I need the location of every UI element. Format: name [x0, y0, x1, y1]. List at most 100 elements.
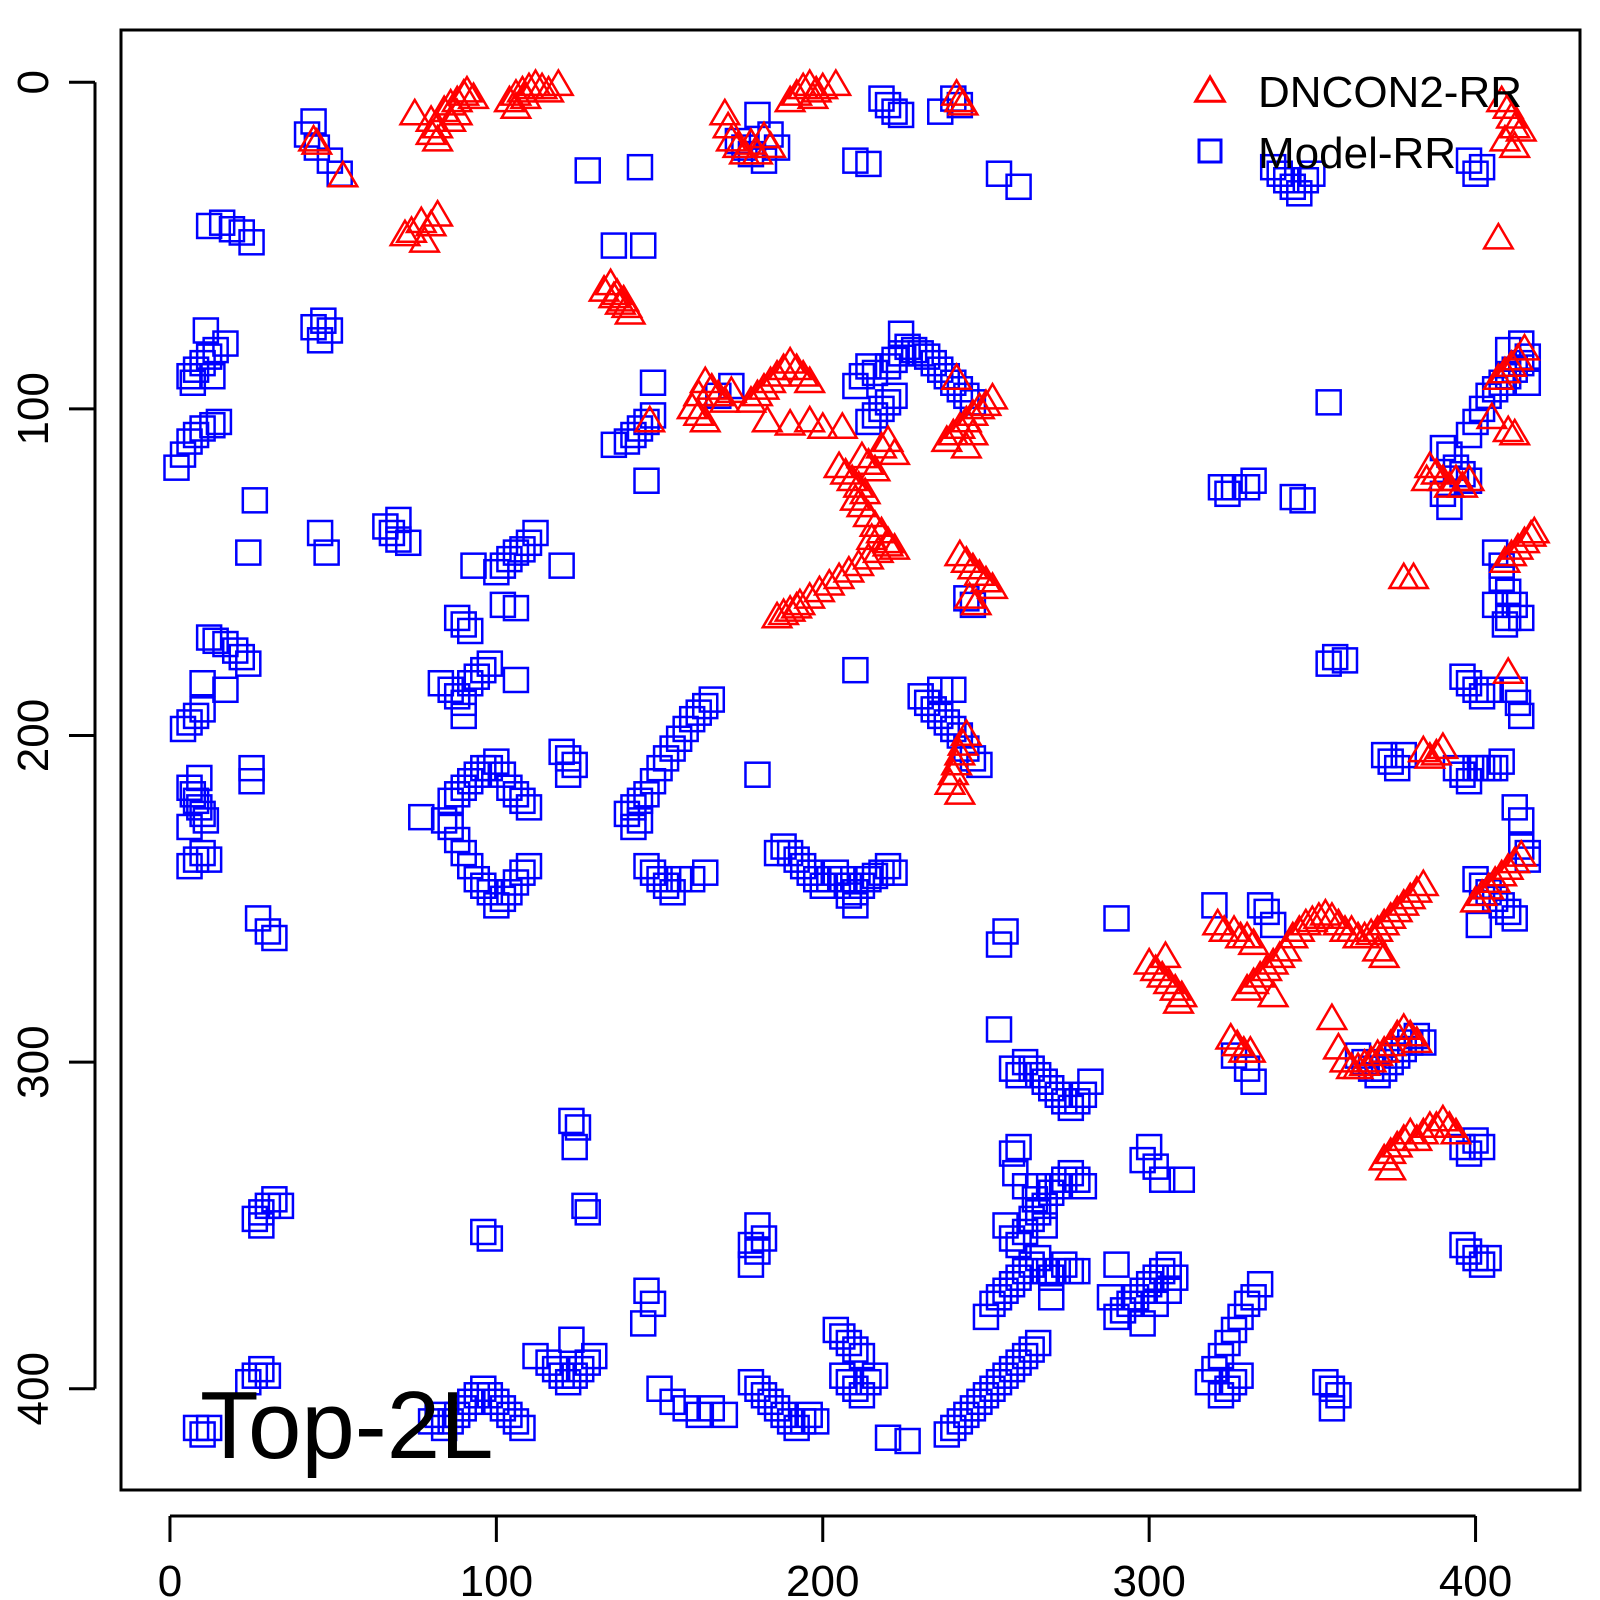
point-model-rr [202, 627, 229, 655]
point-dncon2-rr [1152, 966, 1186, 995]
point-model-rr [515, 794, 543, 821]
point-model-rr [1279, 483, 1307, 511]
point-model-rr [238, 229, 265, 256]
point-dncon2-rr [1322, 907, 1355, 936]
point-model-rr [1488, 748, 1515, 775]
points-layer [163, 68, 1551, 1455]
point-model-rr [195, 1414, 223, 1442]
point-model-rr [238, 767, 265, 795]
point-model-rr [1321, 643, 1349, 671]
point-dncon2-rr [1426, 731, 1460, 760]
point-dncon2-rr [395, 215, 428, 244]
point-dncon2-rr [1495, 100, 1528, 129]
point-model-rr [554, 745, 582, 772]
point-model-rr [842, 892, 869, 919]
x-tick-label: 0 [158, 1557, 182, 1600]
point-model-rr [802, 1408, 830, 1435]
point-dncon2-rr [1498, 417, 1532, 446]
point-model-rr [626, 153, 654, 181]
point-dncon2-rr [613, 296, 647, 325]
point-model-rr [874, 389, 902, 416]
point-dncon2-rr [946, 727, 980, 756]
point-model-rr [192, 317, 220, 344]
point-model-rr [574, 157, 601, 184]
point-dncon2-rr [940, 747, 974, 776]
point-dncon2-rr [1233, 1034, 1267, 1063]
point-model-rr [881, 382, 908, 410]
point-model-rr [581, 1342, 608, 1370]
point-dncon2-rr [682, 397, 716, 426]
point-model-rr [241, 487, 269, 514]
point-dncon2-rr [1361, 933, 1395, 962]
point-dncon2-rr [1367, 940, 1401, 969]
point-model-rr [1214, 480, 1241, 508]
point-dncon2-rr [434, 103, 468, 133]
point-dncon2-rr [858, 453, 892, 482]
point-dncon2-rr [688, 365, 722, 394]
point-model-rr [571, 1192, 598, 1220]
point-dncon2-rr [956, 397, 990, 426]
point-dncon2-rr [956, 417, 990, 446]
point-dncon2-rr [326, 159, 360, 188]
point-model-rr [1465, 911, 1493, 939]
point-model-rr [626, 807, 654, 834]
point-model-rr [1481, 754, 1509, 782]
point-dncon2-rr [1491, 90, 1525, 119]
point-dncon2-rr [741, 136, 774, 165]
point-model-rr [574, 1349, 601, 1376]
point-model-rr [558, 1326, 585, 1354]
point-dncon2-rr [1400, 1025, 1434, 1054]
point-dncon2-rr [1481, 221, 1515, 250]
point-dncon2-rr [780, 352, 814, 381]
point-dncon2-rr [701, 378, 735, 407]
point-model-rr [1233, 474, 1261, 501]
point-model-rr [1240, 1068, 1267, 1095]
point-model-rr [515, 529, 543, 557]
point-dncon2-rr [956, 551, 990, 580]
point-model-rr [561, 751, 588, 779]
point-model-rr [306, 519, 334, 547]
point-dncon2-rr [878, 437, 911, 466]
point-dncon2-rr [457, 81, 490, 110]
point-model-rr [1289, 487, 1316, 514]
point-model-rr [1148, 1166, 1176, 1193]
point-model-rr [887, 101, 915, 129]
point-model-rr [629, 232, 657, 259]
plot-frame [119, 28, 1582, 1492]
point-dncon2-rr [1406, 868, 1440, 897]
point-model-rr [179, 369, 207, 397]
point-dncon2-rr [1162, 985, 1195, 1014]
point-model-rr [261, 1186, 288, 1213]
point-dncon2-rr [1132, 946, 1166, 975]
point-dncon2-rr [1439, 1116, 1473, 1145]
point-dncon2-rr [1201, 907, 1235, 936]
point-model-rr [205, 408, 233, 436]
point-dncon2-rr [1491, 414, 1525, 443]
point-model-rr [1064, 1257, 1091, 1285]
point-dncon2-rr [398, 97, 432, 126]
point-dncon2-rr [858, 508, 892, 538]
point-model-rr [195, 846, 223, 873]
point-dncon2-rr [865, 430, 898, 459]
axes-layer: 0 100 200 300 400 0 100 200 300 400 [9, 70, 1512, 1600]
point-dncon2-rr [822, 450, 856, 479]
point-model-rr [1103, 1251, 1130, 1278]
point-model-rr [248, 1212, 275, 1239]
point-model-rr [737, 1251, 765, 1278]
point-dncon2-rr [1315, 900, 1349, 929]
point-model-rr [639, 1290, 667, 1318]
point-model-rr [1390, 741, 1417, 769]
point-dncon2-rr [1426, 1103, 1460, 1132]
point-dncon2-rr [819, 68, 853, 97]
point-dncon2-rr [1413, 450, 1447, 479]
point-model-rr [881, 98, 908, 125]
point-model-rr [189, 839, 216, 867]
point-dncon2-rr [943, 776, 977, 805]
point-model-rr [1005, 1133, 1032, 1161]
point-model-rr [1240, 467, 1267, 494]
point-model-rr [1318, 1375, 1346, 1402]
point-dncon2-rr [943, 538, 977, 567]
point-dncon2-rr [714, 123, 748, 152]
point-dncon2-rr [1328, 1044, 1362, 1073]
